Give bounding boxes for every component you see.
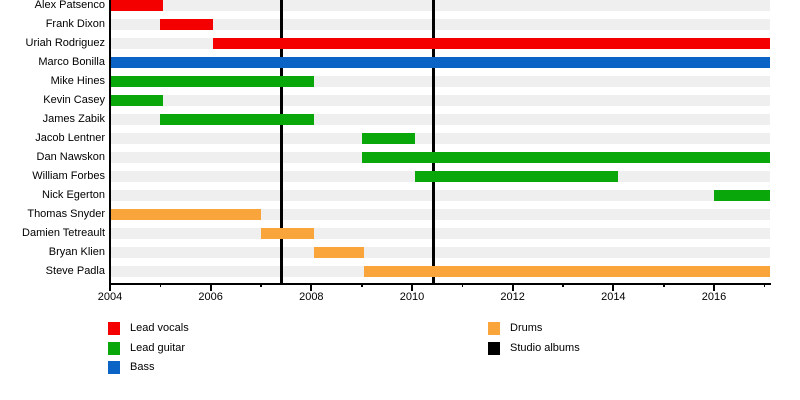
member-bar-drums	[313, 247, 365, 258]
x-axis-minor-tick	[663, 283, 665, 287]
x-axis-line	[109, 283, 771, 285]
row-stripe	[110, 228, 770, 239]
member-bar-vocals	[160, 19, 214, 30]
row-stripe	[110, 76, 770, 87]
legend-swatch-drums	[488, 322, 500, 335]
row-stripe	[110, 19, 770, 30]
member-label: Thomas Snyder	[27, 208, 105, 220]
x-axis-tick-label: 2006	[198, 291, 223, 303]
row-stripe	[110, 95, 770, 106]
member-bar-bass	[110, 57, 770, 68]
member-bar-vocals	[110, 0, 163, 11]
legend-swatch-albums	[488, 342, 500, 355]
legend-swatch-bass	[108, 361, 120, 374]
x-axis-tick-label: 2012	[500, 291, 525, 303]
member-label: Dan Nawskon	[36, 151, 105, 163]
member-bar-guitar	[414, 171, 619, 182]
x-axis-major-tick	[712, 283, 715, 291]
member-label: Marco Bonilla	[38, 56, 105, 68]
member-bar-guitar	[361, 152, 770, 163]
x-axis-minor-tick	[763, 283, 766, 287]
member-bar-vocals	[213, 38, 770, 49]
x-axis-minor-tick	[260, 283, 262, 287]
member-label: Frank Dixon	[45, 18, 105, 30]
x-axis-tick-label: 2014	[601, 291, 626, 303]
studio-album-line	[279, 0, 283, 283]
member-bar-guitar	[713, 190, 770, 201]
member-bar-guitar	[160, 114, 314, 125]
x-axis-tick-label: 2016	[701, 291, 727, 303]
legend-label: Studio albums	[510, 342, 580, 354]
member-label: Nick Egerton	[42, 189, 105, 201]
row-stripe	[110, 190, 770, 201]
x-axis-minor-tick	[461, 283, 464, 287]
legend-label: Bass	[130, 361, 155, 373]
row-stripe	[110, 209, 770, 220]
row-stripe	[110, 114, 770, 125]
member-bar-drums	[110, 209, 261, 220]
legend-swatch-vocals	[108, 322, 120, 335]
member-label: Damien Tetreault	[22, 227, 105, 239]
member-label: Steve Padla	[45, 265, 105, 277]
member-bar-guitar	[110, 95, 163, 106]
x-axis-major-tick	[310, 283, 313, 291]
row-stripe	[110, 133, 770, 144]
x-axis-minor-tick	[562, 283, 564, 287]
legend-label: Drums	[510, 322, 543, 334]
member-bar-guitar	[110, 76, 314, 87]
x-axis-major-tick	[109, 283, 111, 291]
x-axis-major-tick	[511, 283, 514, 291]
member-bar-drums	[364, 266, 770, 277]
member-label: Jacob Lentner	[35, 132, 105, 144]
legend-label: Lead vocals	[130, 322, 189, 334]
plot-left-border	[109, 0, 111, 283]
x-axis-minor-tick	[159, 283, 162, 287]
row-stripe	[110, 247, 770, 258]
row-stripe	[110, 0, 770, 11]
member-label: Mike Hines	[50, 75, 105, 87]
member-label: Alex Patsenco	[34, 0, 105, 11]
member-bar-drums	[260, 228, 314, 239]
studio-album-line	[431, 0, 435, 283]
x-axis-tick-label: 2004	[97, 291, 123, 303]
member-label: James Zabik	[42, 113, 105, 125]
legend-swatch-guitar	[108, 342, 120, 355]
x-axis-major-tick	[410, 283, 413, 291]
member-label: William Forbes	[32, 170, 105, 182]
x-axis-major-tick	[612, 283, 615, 291]
x-axis-major-tick	[209, 283, 212, 291]
legend-label: Lead guitar	[130, 342, 186, 354]
member-label: Bryan Klien	[48, 246, 105, 258]
member-bar-guitar	[361, 133, 415, 144]
x-axis-tick-label: 2010	[399, 291, 425, 303]
member-label: Uriah Rodriguez	[25, 37, 105, 49]
x-axis-minor-tick	[361, 283, 363, 287]
x-axis-tick-label: 2008	[299, 291, 324, 303]
member-label: Kevin Casey	[43, 94, 105, 106]
